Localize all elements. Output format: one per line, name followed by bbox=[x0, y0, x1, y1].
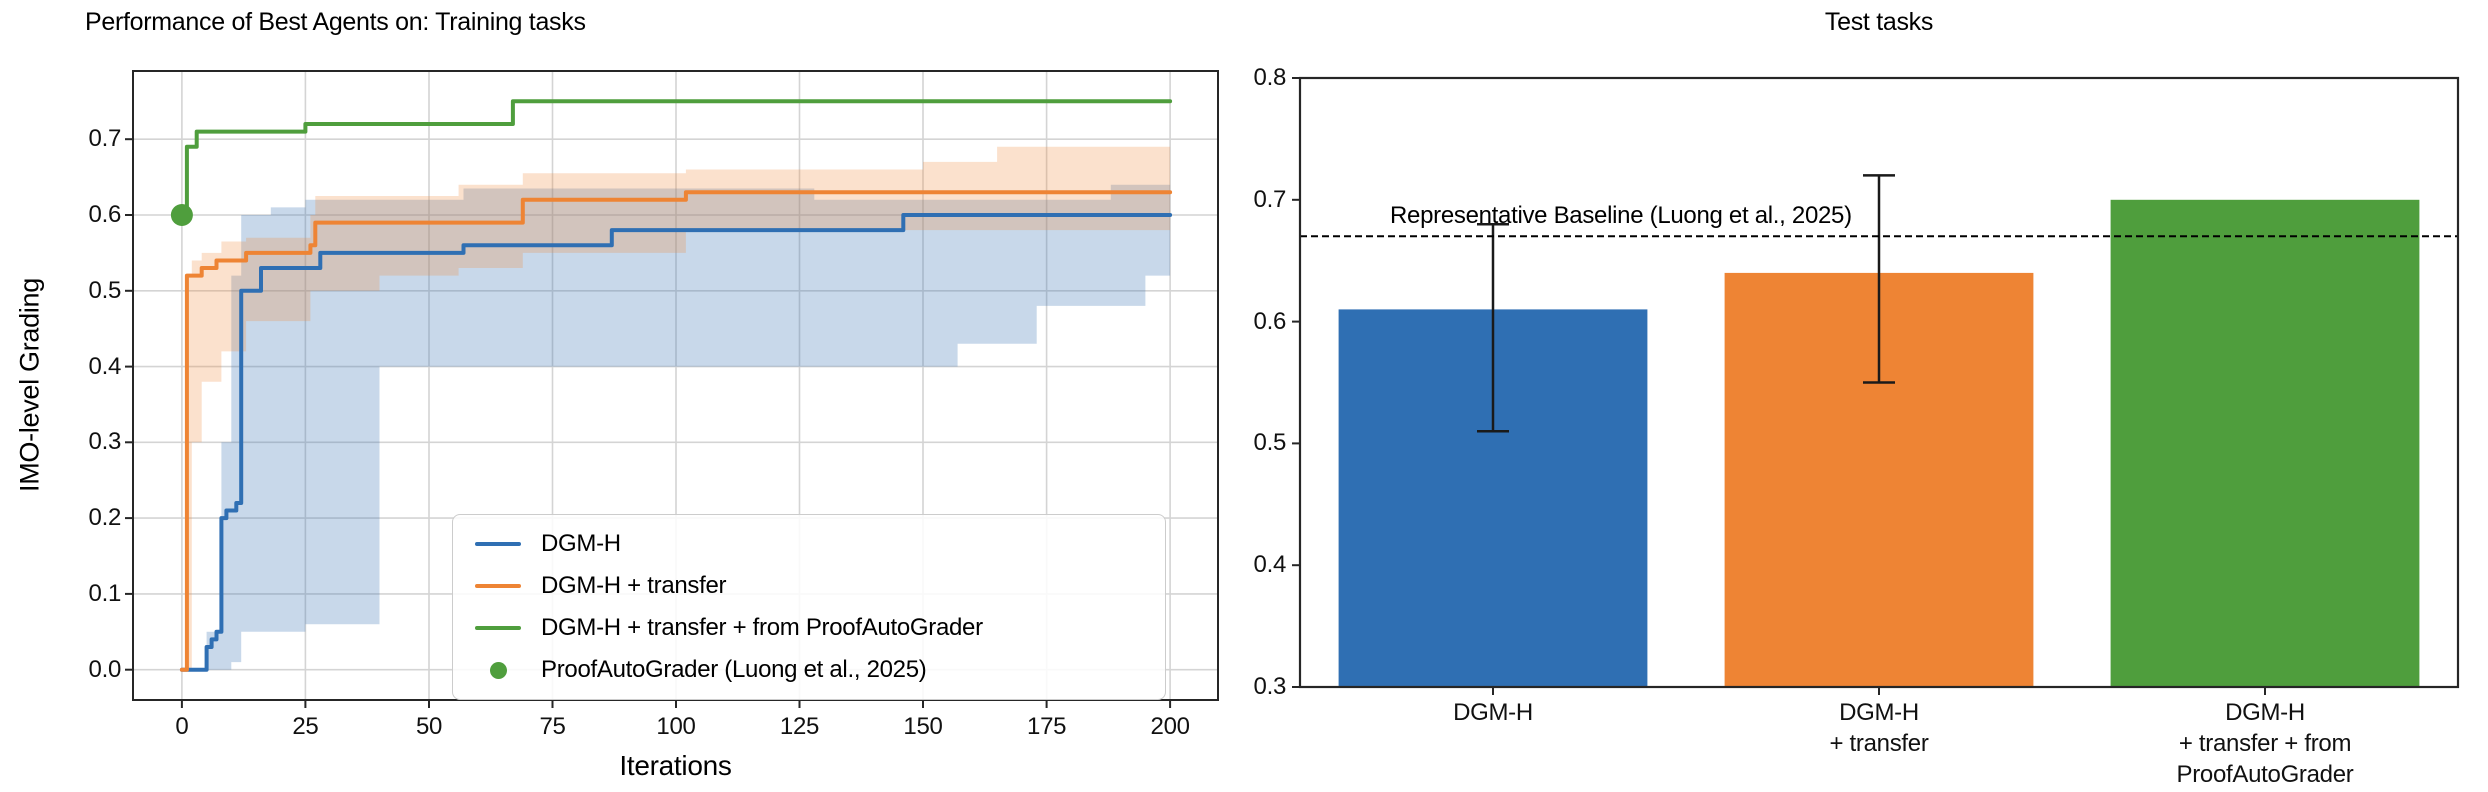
y-tick-label: 0.1 bbox=[88, 579, 122, 607]
x-tick-label: 100 bbox=[656, 713, 696, 740]
x-category-label: DGM-H bbox=[1333, 697, 1653, 728]
legend-item-dgm-h-transfer-pag: DGM-H + transfer + from ProofAutoGrader bbox=[475, 614, 1143, 642]
x-tick-label: 50 bbox=[415, 713, 443, 740]
y-tick-label: 0.3 bbox=[88, 428, 122, 456]
right-chart-title: Test tasks bbox=[1824, 8, 1934, 36]
y-tick-label: 0.5 bbox=[88, 276, 122, 304]
legend-dot-swatch-green bbox=[489, 661, 507, 679]
x-category-label-line: ProofAutoGrader bbox=[2176, 761, 2354, 788]
left-chart-x-axis-label: Iterations bbox=[619, 750, 732, 781]
y-tick-label: 0.6 bbox=[88, 201, 122, 228]
y-tick-label: 0.0 bbox=[88, 655, 122, 683]
legend-item-dgm-h-transfer: DGM-H + transfer bbox=[475, 572, 1143, 600]
legend-line-swatch-orange bbox=[475, 583, 521, 589]
left-chart-y-axis-label: IMO-level Grading bbox=[14, 278, 45, 492]
x-tick-label: 200 bbox=[1150, 713, 1190, 740]
y-tick-label: 0.8 bbox=[1253, 64, 1287, 91]
x-category-label-line: + transfer bbox=[1829, 730, 1929, 757]
left-chart-title: Performance of Best Agents on: Training … bbox=[85, 8, 586, 36]
legend-label: DGM-H bbox=[541, 530, 621, 557]
training-tasks-chart: Performance of Best Agents on: Training … bbox=[14, 8, 1219, 781]
x-category-label-line: DGM-H bbox=[2225, 699, 2305, 726]
legend-dot-swatch-wrap bbox=[475, 661, 521, 679]
x-tick-label: 175 bbox=[1027, 713, 1067, 740]
y-tick-label: 0.5 bbox=[1253, 429, 1287, 457]
test-tasks-chart: Test tasks 0.3 0.4 0.5 0.6 0.7 0.8 DGM-H DGM-H… bbox=[1254, 0, 2488, 792]
y-tick-label: 0.2 bbox=[88, 504, 122, 532]
legend-item-proofautograder: ProofAutoGrader (Luong et al., 2025) bbox=[475, 656, 1143, 684]
legend-label: DGM-H + transfer bbox=[541, 572, 727, 599]
legend-label: DGM-H + transfer + from ProofAutoGrader bbox=[541, 614, 983, 641]
legend-line-swatch-green bbox=[475, 625, 521, 631]
x-tick-label: 25 bbox=[292, 713, 319, 740]
x-tick-label: 0 bbox=[175, 713, 189, 740]
x-category-label-line: + transfer + from bbox=[2178, 730, 2352, 757]
x-category-label: DGM-H + transfer + from ProofAutoGrader bbox=[2105, 697, 2425, 790]
legend: DGM-H DGM-H + transfer DGM-H + transfer … bbox=[452, 514, 1166, 700]
x-tick-label: 150 bbox=[903, 713, 943, 740]
legend-line-swatch-blue bbox=[475, 541, 521, 547]
x-tick-label: 125 bbox=[779, 713, 820, 740]
line-chart-canvas bbox=[125, 70, 1219, 708]
y-tick-label: 0.4 bbox=[88, 352, 122, 380]
y-tick-label: 0.4 bbox=[1253, 551, 1287, 579]
y-tick-label: 0.6 bbox=[1253, 307, 1287, 335]
x-category-label-line: DGM-H bbox=[1839, 699, 1919, 726]
x-tick-label: 75 bbox=[539, 713, 566, 740]
baseline-annotation: Representative Baseline (Luong et al., 2… bbox=[1390, 202, 1852, 230]
x-category-label: DGM-H + transfer bbox=[1719, 697, 2039, 759]
legend-label: ProofAutoGrader (Luong et al., 2025) bbox=[541, 656, 927, 683]
x-category-label-line: DGM-H bbox=[1453, 699, 1533, 726]
bar-chart-canvas bbox=[1292, 76, 2460, 695]
y-tick-label: 0.3 bbox=[1253, 673, 1287, 700]
legend-item-dgm-h: DGM-H bbox=[475, 530, 1143, 558]
y-tick-label: 0.7 bbox=[88, 125, 122, 153]
y-tick-label: 0.7 bbox=[1253, 185, 1287, 213]
